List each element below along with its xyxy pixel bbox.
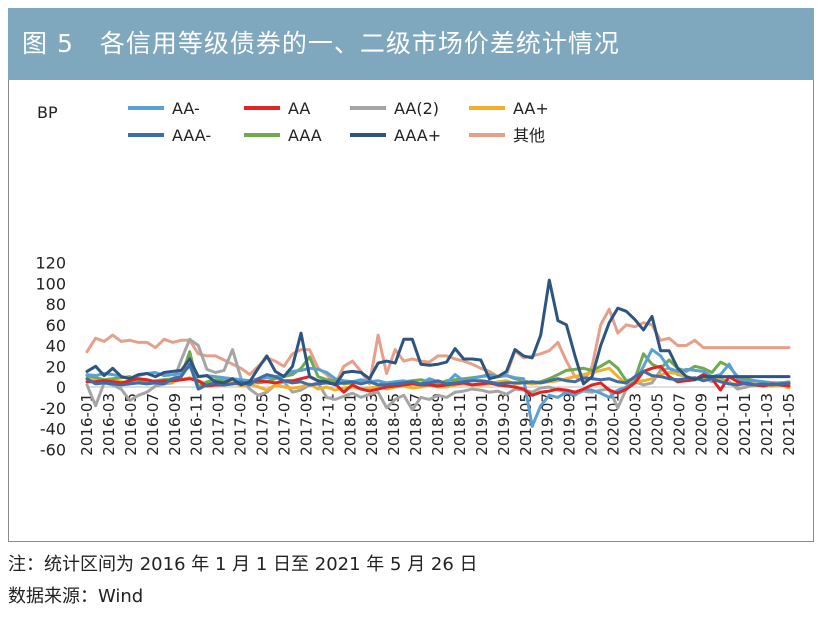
- legend-label: AAA: [288, 126, 322, 145]
- legend-label: AA-: [172, 99, 200, 118]
- x-tick-label: 2021-05: [780, 393, 798, 456]
- x-tick-label: 2018-01: [341, 393, 359, 456]
- x-tick-label: 2017-01: [210, 393, 228, 456]
- chart-frame: [8, 80, 814, 542]
- x-tick-label: 2017-09: [297, 393, 315, 456]
- y-tick-label: 60: [46, 316, 66, 335]
- y-axis-unit-label: BP: [37, 103, 58, 122]
- x-tick-label: 2020-05: [648, 393, 666, 456]
- x-tick-label: 2020-07: [670, 393, 688, 456]
- x-tick-label: 2016-05: [122, 393, 140, 456]
- x-tick-label: 2018-11: [451, 393, 469, 456]
- legend-label: AA+: [513, 99, 549, 118]
- x-tick-label: 2018-05: [385, 393, 403, 456]
- x-tick-label: 2017-03: [232, 393, 250, 456]
- x-tick-label: 2017-05: [254, 393, 272, 456]
- series-line-AAA-: [85, 362, 791, 391]
- x-tick-label: 2016-03: [100, 393, 118, 456]
- series-line-AAA+: [85, 278, 791, 387]
- y-tick-label: 100: [35, 274, 66, 293]
- x-tick-label: 2021-01: [736, 393, 754, 456]
- chart-footnote: 注：统计区间为 2016 年 1 月 1 日至 2021 年 5 月 26 日: [8, 554, 478, 575]
- x-tick-label: 2016-09: [166, 393, 184, 456]
- y-tick-label: 80: [46, 295, 66, 314]
- x-tick-label: 2016-01: [78, 393, 96, 456]
- legend-label: AAA-: [172, 126, 211, 145]
- x-tick-label: 2019-09: [561, 393, 579, 456]
- x-tick-label: 2020-09: [692, 393, 710, 456]
- data-source: 数据来源：Wind: [8, 586, 144, 607]
- x-tick-label: 2021-03: [758, 393, 776, 456]
- legend-label: AA: [288, 99, 310, 118]
- y-tick-label: 120: [35, 254, 66, 273]
- figure-number: 图 5: [22, 29, 74, 58]
- legend-label: AA(2): [394, 99, 439, 118]
- y-tick-label: 0: [56, 378, 66, 397]
- x-tick-label: 2020-03: [626, 393, 644, 456]
- y-tick-label: -20: [40, 399, 66, 418]
- legend-label: 其他: [513, 126, 545, 145]
- x-tick-label: 2018-03: [363, 393, 381, 456]
- x-tick-label: 2017-11: [319, 393, 337, 456]
- series-line-其他: [85, 307, 791, 386]
- y-tick-label: -40: [40, 420, 66, 439]
- x-tick-label: 2018-09: [429, 393, 447, 456]
- x-tick-label: 2019-07: [539, 393, 557, 456]
- x-tick-label: 2019-11: [583, 393, 601, 456]
- x-tick-label: 2019-03: [495, 393, 513, 456]
- figure-banner: 图 5 各信用等级债券的一、二级市场价差统计情况: [8, 8, 814, 80]
- x-tick-label: 2019-01: [473, 393, 491, 456]
- x-tick-label: 2016-07: [144, 393, 162, 456]
- figure-title-text: 各信用等级债券的一、二级市场价差统计情况: [99, 29, 620, 58]
- figure-title: 图 5 各信用等级债券的一、二级市场价差统计情况: [22, 24, 620, 60]
- legend-label: AAA+: [394, 126, 441, 145]
- y-tick-label: 20: [46, 357, 66, 376]
- x-tick-label: 2016-11: [188, 393, 206, 456]
- y-tick-label: 40: [46, 337, 66, 356]
- x-tick-label: 2020-11: [714, 393, 732, 456]
- x-tick-label: 2017-07: [275, 393, 293, 456]
- y-tick-label: -60: [40, 440, 66, 459]
